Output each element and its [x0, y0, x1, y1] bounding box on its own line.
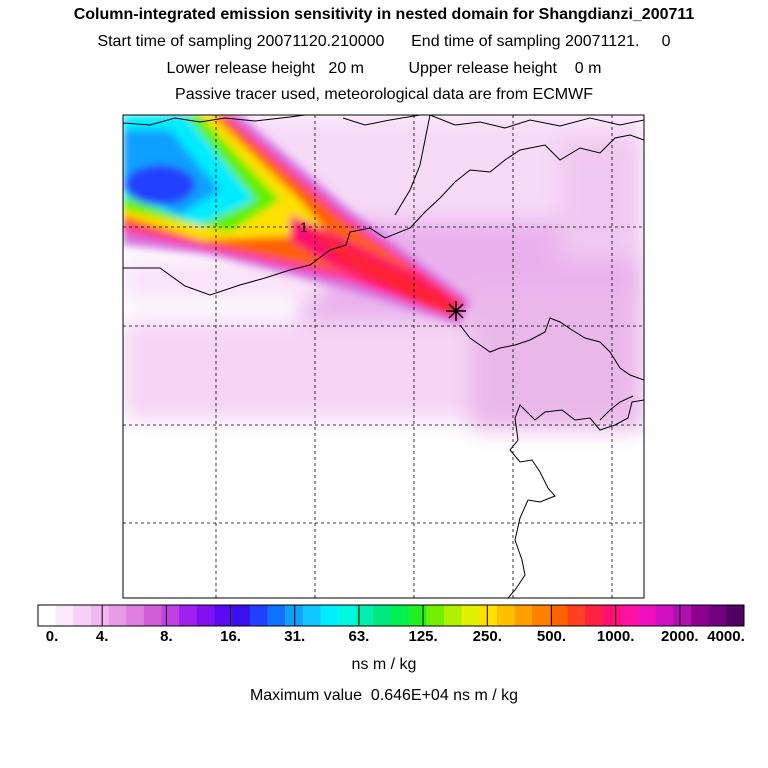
colorbar-swatch — [655, 605, 674, 626]
colorbar-swatch — [355, 605, 374, 626]
colorbar-frame — [37, 604, 745, 627]
colorbar-swatch — [267, 605, 286, 626]
colorbar-swatch — [602, 605, 621, 626]
colorbar-tick-label: 2000. — [661, 628, 699, 645]
background-sensitivity — [560, 140, 644, 260]
colorbar-swatch — [461, 605, 480, 626]
border-line — [342, 115, 421, 126]
coastline — [507, 399, 644, 598]
border-line — [429, 115, 644, 129]
colorbar — [38, 605, 745, 626]
colorbar-swatch — [232, 605, 251, 626]
colorbar-tick-label: 500. — [536, 628, 567, 645]
colorbar-swatch — [196, 605, 215, 626]
colorbar-tick-label: 250. — [472, 628, 502, 645]
border-line — [123, 134, 644, 296]
colorbar-swatch — [126, 605, 145, 626]
colorbar-swatch — [514, 605, 533, 626]
receptor-star-marker — [446, 301, 466, 321]
colorbar-tick-label: 16. — [220, 628, 241, 645]
plume-core-inner — [310, 228, 460, 315]
colorbar-swatch — [143, 605, 162, 626]
colorbar-swatch — [567, 605, 586, 626]
colorbar-swatch — [108, 605, 127, 626]
contour-label: 1 — [300, 219, 308, 235]
border-line — [459, 317, 644, 381]
colorbar-swatch — [426, 605, 445, 626]
colorbar-swatch — [214, 605, 233, 626]
colorbar-swatch — [408, 605, 427, 626]
colorbar-unit-label: ns m / kg — [351, 656, 417, 673]
background-sensitivity — [470, 290, 644, 430]
colorbar-swatch — [443, 605, 462, 626]
colorbar-swatch — [479, 605, 498, 626]
colorbar-tick-label: 1000. — [596, 628, 635, 645]
colorbar-swatch — [249, 605, 268, 626]
map-frame — [122, 114, 645, 599]
colorbar-swatch — [373, 605, 392, 626]
colorbar-swatch — [285, 605, 304, 626]
colorbar-swatch — [532, 605, 551, 626]
colorbar-swatch — [338, 605, 356, 626]
colorbar-tick-label: 8. — [160, 628, 173, 645]
colorbar-swatch — [708, 605, 727, 626]
colorbar-swatch — [38, 605, 56, 626]
colorbar-swatch — [726, 605, 745, 626]
colorbar-swatch — [90, 605, 109, 626]
colorbar-swatch — [320, 605, 339, 626]
graticule — [123, 115, 644, 598]
colorbar-swatch — [585, 605, 604, 626]
colorbar-swatch — [673, 605, 692, 626]
border-line — [394, 115, 431, 216]
colorbar-tick-label: 4000. — [707, 628, 745, 645]
colorbar-swatch — [691, 605, 709, 626]
colorbar-swatch — [55, 605, 74, 626]
colorbar-swatch — [620, 605, 639, 626]
release-height-line: Lower release height 20 m Upper release … — [166, 60, 602, 77]
colorbar-tick-label: 63. — [348, 628, 370, 645]
colorbar-tick-label: 0. — [45, 628, 59, 645]
colorbar-tick-label: 4. — [95, 628, 109, 645]
sampling-time-line: Start time of sampling 20071120.210000 E… — [97, 33, 671, 50]
chart-title: Column-integrated emission sensitivity i… — [73, 6, 695, 23]
colorbar-tick-label: 31. — [284, 628, 306, 645]
coastlines-borders — [123, 115, 644, 598]
coastline — [599, 395, 634, 421]
sensitivity-field: 1 — [123, 115, 644, 598]
colorbar-swatch — [161, 605, 180, 626]
colorbar-swatch — [391, 605, 409, 626]
maximum-value-label: Maximum value 0.646E+04 ns m / kg — [249, 687, 519, 704]
border-line — [123, 115, 309, 126]
colorbar-swatch — [549, 605, 568, 626]
tracer-info-line: Passive tracer used, meteorological data… — [175, 86, 593, 103]
colorbar-tick-label: 125. — [408, 628, 438, 645]
colorbar-swatch — [73, 605, 92, 626]
colorbar-swatch — [179, 605, 198, 626]
colorbar-swatch — [302, 605, 321, 626]
plume-level-8 — [125, 165, 195, 205]
colorbar-swatch — [638, 605, 657, 626]
colorbar-swatch — [496, 605, 515, 626]
